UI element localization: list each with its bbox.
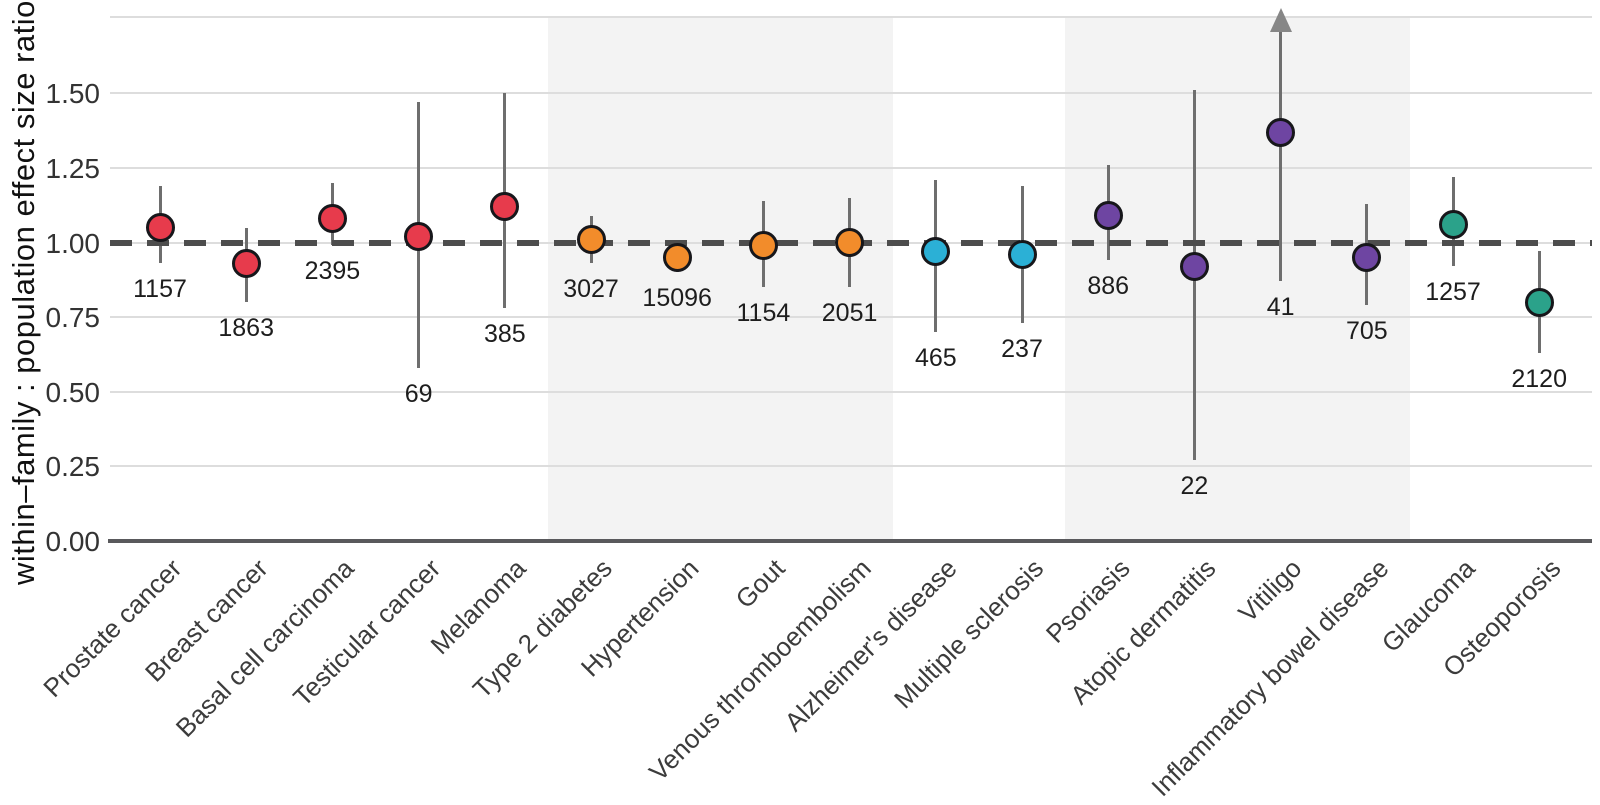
data-point bbox=[921, 236, 951, 266]
y-gridline bbox=[110, 390, 1592, 393]
data-point bbox=[1524, 287, 1554, 317]
sample-size-label: 15096 bbox=[642, 284, 712, 313]
data-point bbox=[835, 228, 865, 257]
data-point bbox=[1352, 242, 1382, 272]
sample-size-label: 2120 bbox=[1511, 364, 1567, 393]
y-gridline bbox=[110, 465, 1592, 468]
sample-size-label: 385 bbox=[483, 320, 526, 349]
y-gridline bbox=[110, 316, 1592, 319]
ci-truncated-arrow-up-icon bbox=[1269, 8, 1292, 32]
y-tick-label: 0.50 bbox=[45, 376, 101, 408]
sample-size-label: 886 bbox=[1087, 272, 1130, 301]
x-axis-line bbox=[108, 539, 1592, 543]
data-point bbox=[1179, 251, 1209, 281]
y-tick-label: 1.50 bbox=[45, 78, 101, 110]
x-category-label: Testicular cancer bbox=[286, 553, 446, 713]
x-category-label: Vitiligo bbox=[1232, 553, 1308, 629]
y-tick-label: 1.25 bbox=[45, 152, 101, 184]
y-tick-label: 0.25 bbox=[45, 451, 101, 483]
data-point bbox=[231, 248, 261, 278]
sample-size-label: 1154 bbox=[736, 299, 791, 328]
confidence-interval-bar bbox=[1279, 30, 1283, 282]
sample-size-label: 3027 bbox=[563, 275, 619, 304]
data-point bbox=[404, 222, 434, 252]
y-tick-label: 0.75 bbox=[45, 302, 101, 334]
sample-size-label: 22 bbox=[1180, 472, 1209, 501]
data-point bbox=[145, 213, 175, 243]
data-point bbox=[317, 204, 347, 234]
data-point bbox=[662, 242, 692, 272]
sample-size-label: 1157 bbox=[133, 275, 187, 304]
data-point bbox=[1438, 210, 1468, 240]
y-tick-label: 0.00 bbox=[45, 526, 101, 557]
x-category-label: Gout bbox=[729, 553, 791, 615]
sample-size-label: 41 bbox=[1266, 293, 1295, 322]
sample-size-label: 237 bbox=[1001, 335, 1043, 364]
sample-size-label: 465 bbox=[914, 344, 957, 373]
shaded-category-band bbox=[547, 17, 893, 541]
data-point bbox=[748, 230, 778, 260]
sample-size-label: 2051 bbox=[821, 299, 878, 328]
shaded-category-band bbox=[1065, 17, 1410, 541]
sample-size-label: 69 bbox=[404, 379, 433, 408]
data-point bbox=[1093, 201, 1123, 231]
y-gridline bbox=[110, 166, 1592, 169]
sample-size-label: 705 bbox=[1345, 317, 1388, 346]
data-point bbox=[1266, 117, 1296, 147]
data-point bbox=[576, 225, 606, 254]
y-gridline bbox=[110, 92, 1592, 95]
y-tick-label: 1.00 bbox=[45, 227, 101, 259]
sample-size-label: 1257 bbox=[1425, 278, 1481, 307]
sample-size-label: 1863 bbox=[218, 314, 274, 343]
x-category-label: Atopic dermatitis bbox=[1064, 553, 1222, 711]
y-gridline bbox=[110, 16, 1592, 19]
x-category-label: Multiple sclerosis bbox=[888, 553, 1050, 715]
data-point bbox=[1007, 239, 1037, 269]
data-point bbox=[490, 192, 520, 222]
sample-size-label: 2395 bbox=[304, 257, 361, 286]
